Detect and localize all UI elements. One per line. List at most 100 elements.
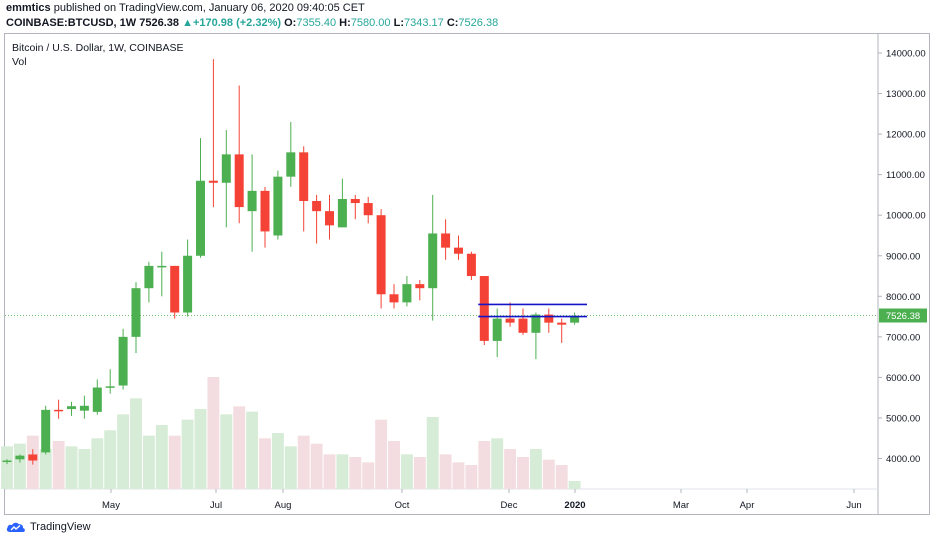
volume-bar <box>1 446 13 489</box>
candle-body <box>144 265 154 289</box>
candle-body <box>376 215 386 295</box>
volume-bar <box>388 441 400 489</box>
volume-bar <box>246 411 259 489</box>
volume-bar <box>181 419 194 489</box>
candle-body <box>325 211 334 226</box>
volume-bar <box>78 449 91 489</box>
volume-bar <box>336 454 349 489</box>
candle-body <box>79 405 89 411</box>
x-tick-label: 2020 <box>564 500 585 511</box>
quote-line: COINBASE:BTCUSD, 1W 7526.38 ▲+170.98 (+2… <box>6 17 498 29</box>
volume-bar <box>504 449 517 489</box>
candle-body <box>389 294 399 303</box>
candle-body <box>570 315 580 323</box>
volume-bar <box>104 430 117 489</box>
y-tick-label: 14000.00 <box>886 49 926 60</box>
y-tick-label: 12000.00 <box>886 130 926 141</box>
y-tick-label: 5000.00 <box>886 413 920 424</box>
x-tick-label: Dec <box>501 500 518 511</box>
candle-body <box>131 288 141 337</box>
volume-bar <box>233 406 246 489</box>
candle-body <box>312 201 322 212</box>
candle-body <box>105 386 115 388</box>
candle-body <box>531 314 541 333</box>
last-price-tag <box>879 308 927 323</box>
volume-bar <box>413 457 426 489</box>
volume-bar <box>259 438 271 489</box>
volume-bar <box>542 459 555 489</box>
candle-body <box>247 190 257 212</box>
low-label: L: <box>393 17 404 29</box>
volume-bar <box>168 435 181 489</box>
candle-body <box>2 460 12 463</box>
candle-body <box>286 152 296 177</box>
volume-bar <box>155 425 168 489</box>
candle-body <box>479 276 489 341</box>
candle-body <box>350 198 360 204</box>
candle-body <box>170 265 180 313</box>
candle-body <box>15 455 25 460</box>
y-tick-label: 4000.00 <box>886 454 920 465</box>
x-tick-label: Oct <box>395 500 410 511</box>
candle-body <box>221 154 231 183</box>
pane-title: Bitcoin / U.S. Dollar, 1W, COINBASE <box>12 42 184 54</box>
x-tick-label: May <box>102 500 120 511</box>
x-tick-label: Jul <box>210 500 222 511</box>
candle-body <box>67 406 76 410</box>
volume-bar <box>362 462 375 489</box>
volume-bar <box>323 454 336 489</box>
tradingview-logo: TradingView <box>6 521 91 533</box>
candle-body <box>299 152 309 202</box>
last-price-tag-label: 7526.38 <box>886 311 920 322</box>
candle-body <box>505 318 515 323</box>
x-tick-label: Mar <box>673 500 689 511</box>
brand-label: TradingView <box>30 521 91 533</box>
volume-bar <box>142 435 155 489</box>
volume-bar <box>91 438 104 489</box>
volume-bar <box>297 435 310 489</box>
change-arrow-icon: ▲ <box>182 17 193 29</box>
volume-bar <box>478 441 491 489</box>
y-tick-label: 7000.00 <box>886 332 920 343</box>
volume-bar <box>517 457 529 489</box>
change-value: +170.98 (+2.32%) <box>192 17 282 29</box>
y-tick-label: 9000.00 <box>886 251 920 262</box>
candle-body <box>518 318 528 333</box>
volume-bar <box>39 449 52 489</box>
publish-info: emmtics published on TradingView.com, Ja… <box>6 2 365 14</box>
candle-body <box>28 454 38 461</box>
x-tick-label: Apr <box>740 500 755 511</box>
candle-body <box>196 180 205 256</box>
candle-body <box>544 314 554 323</box>
volume-bar <box>375 419 388 489</box>
open-value: 7355.40 <box>296 17 337 29</box>
volume-bar <box>555 465 568 489</box>
volume-bar <box>310 443 323 489</box>
candle-body <box>492 318 502 341</box>
candle-body <box>415 284 425 289</box>
candle-body <box>92 387 102 412</box>
volume-bar <box>465 465 478 489</box>
volume-bar <box>65 446 78 489</box>
symbol-line: COINBASE:BTCUSD, 1W <box>6 17 137 29</box>
volume-bar <box>491 438 504 489</box>
volume-bar <box>52 441 65 489</box>
volume-bar <box>130 398 142 489</box>
volume-bar <box>220 414 233 489</box>
candle-body <box>557 322 567 325</box>
candle-body <box>234 154 244 208</box>
candle-body <box>54 409 64 412</box>
candle-body <box>183 255 193 313</box>
volume-bar <box>117 414 130 489</box>
x-tick-label: Jun <box>846 500 861 511</box>
candle-body <box>466 253 476 277</box>
volume-bar <box>426 417 439 489</box>
chart-frame <box>4 33 930 515</box>
candle-body <box>260 190 270 232</box>
y-tick-label: 6000.00 <box>886 373 920 384</box>
candle-body <box>337 198 347 228</box>
candle-body <box>454 247 463 254</box>
last-price: 7526.38 <box>139 17 179 29</box>
x-tick-label: Aug <box>275 500 292 511</box>
